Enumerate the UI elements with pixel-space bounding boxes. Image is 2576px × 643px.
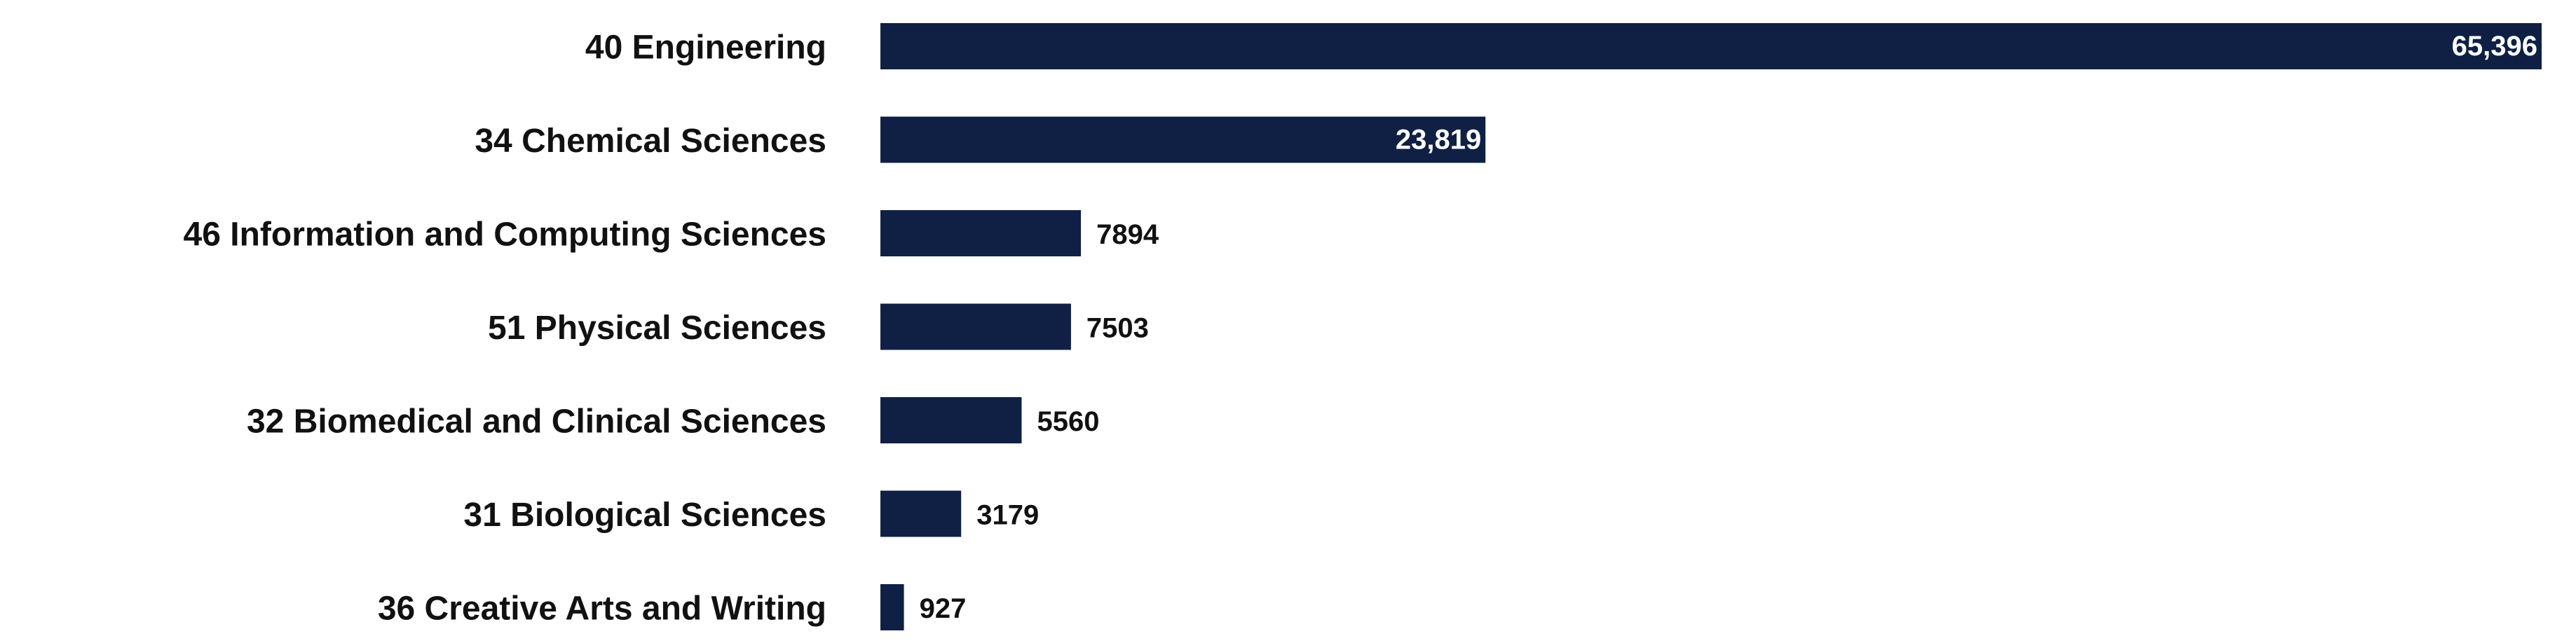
value-label: 3179: [976, 500, 1039, 531]
value-label: 7894: [1096, 219, 1159, 250]
category-label: 51 Physical Sciences: [488, 310, 826, 347]
bar: [880, 303, 1071, 350]
value-label: 7503: [1086, 313, 1149, 344]
category-label: 36 Creative Arts and Writing: [378, 590, 826, 628]
category-label: 31 Biological Sciences: [463, 497, 826, 534]
category-label: 32 Biomedical and Clinical Sciences: [247, 403, 826, 441]
category-label: 34 Chemical Sciences: [475, 123, 826, 160]
bar: [880, 397, 1022, 443]
bar: [880, 584, 904, 630]
bar: [880, 490, 962, 537]
value-label: 23,819: [1396, 125, 1481, 155]
value-label: 65,396: [2452, 31, 2537, 62]
value-label: 927: [920, 593, 967, 624]
bar: [880, 210, 1082, 256]
category-label: 40 Engineering: [585, 29, 826, 67]
bar: [880, 23, 2542, 69]
bar: [880, 116, 1486, 163]
category-label: 46 Information and Computing Sciences: [184, 216, 826, 254]
value-label: 5560: [1037, 406, 1099, 437]
